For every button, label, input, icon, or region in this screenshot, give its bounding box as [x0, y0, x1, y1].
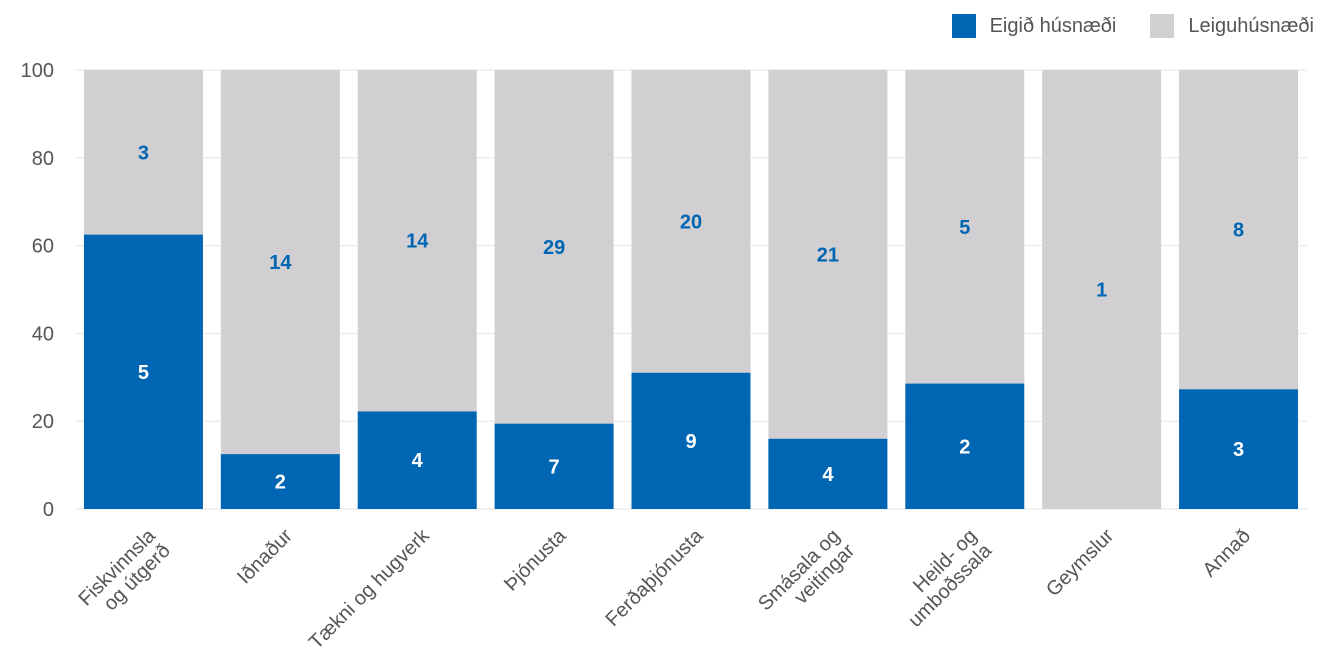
bar-own — [631, 372, 751, 509]
data-label-own: 7 — [549, 456, 560, 478]
legend-swatch-rent — [1150, 14, 1175, 38]
x-tick-label: Ferðaþjónusta — [602, 524, 709, 631]
x-tick-label: Tækni og hugverk — [305, 524, 434, 653]
x-tick-label: Iðnaður — [233, 525, 297, 589]
y-tick-label: 40 — [32, 323, 54, 345]
y-tick-label: 20 — [32, 411, 54, 433]
bar-own — [83, 234, 203, 509]
x-tick-label-line: Annað — [1199, 525, 1255, 581]
data-label-own: 3 — [1233, 439, 1244, 461]
bar-own — [768, 438, 888, 509]
x-tick-label: Þjónusta — [500, 524, 571, 595]
bar-rent — [905, 70, 1025, 384]
data-label-rent: 3 — [138, 142, 149, 164]
x-tick-label: Annað — [1199, 525, 1255, 581]
x-tick-label: Fiskvinnslaog útgerð — [74, 524, 175, 625]
bar-own — [357, 411, 477, 509]
y-tick-label: 0 — [43, 499, 54, 521]
bar-rent — [1042, 70, 1162, 509]
x-tick-label-line: Tækni og hugverk — [305, 524, 434, 653]
x-tick-label-line: Ferðaþjónusta — [602, 524, 709, 631]
y-tick-label: 80 — [32, 148, 54, 170]
bar-own — [220, 454, 340, 509]
bar-rent — [357, 70, 477, 412]
bar-rent — [768, 70, 888, 439]
x-tick-label: Smásala ogveitingar — [754, 525, 859, 630]
legend-label-rent: Leiguhúsnæði — [1188, 14, 1314, 37]
data-label-rent: 14 — [406, 231, 429, 253]
legend-swatch-own — [951, 14, 976, 38]
data-label-rent: 20 — [680, 211, 702, 233]
data-label-own: 2 — [275, 472, 286, 494]
x-tick-label-line: Iðnaður — [233, 525, 297, 589]
bar-rent — [83, 70, 203, 235]
data-label-own: 2 — [959, 436, 970, 458]
x-tick-label-line: Þjónusta — [500, 524, 571, 595]
legend-item-own: Eigið húsnæði — [951, 14, 1117, 38]
x-tick-label-line: Geymslur — [1042, 525, 1118, 601]
data-label-own: 5 — [138, 362, 149, 384]
bar-rent — [631, 70, 751, 373]
data-label-rent: 5 — [959, 217, 970, 239]
data-label-own: 4 — [822, 464, 834, 486]
data-label-rent: 21 — [817, 244, 839, 266]
legend-item-rent: Leiguhúsnæði — [1150, 14, 1314, 38]
bar-rent — [220, 70, 340, 455]
data-label-own: 9 — [685, 431, 696, 453]
x-tick-label: Heild- ogumboðssala — [889, 524, 996, 631]
x-tick-label: Geymslur — [1042, 525, 1118, 601]
data-label-own: 4 — [412, 450, 424, 472]
bar-own — [905, 383, 1025, 509]
data-label-rent: 8 — [1233, 220, 1244, 242]
y-tick-label: 100 — [21, 60, 54, 82]
legend-label-own: Eigið húsnæði — [989, 14, 1117, 37]
data-label-rent: 14 — [269, 252, 292, 274]
bar-own — [494, 423, 614, 509]
bar-own — [1179, 389, 1299, 509]
bar-rent — [494, 70, 614, 424]
data-label-rent: 29 — [543, 237, 565, 259]
y-tick-label: 60 — [32, 236, 54, 258]
legend: Eigið húsnæði Leiguhúsnæði — [918, 14, 1314, 38]
data-label-rent: 1 — [1096, 280, 1107, 302]
bar-rent — [1179, 70, 1299, 390]
